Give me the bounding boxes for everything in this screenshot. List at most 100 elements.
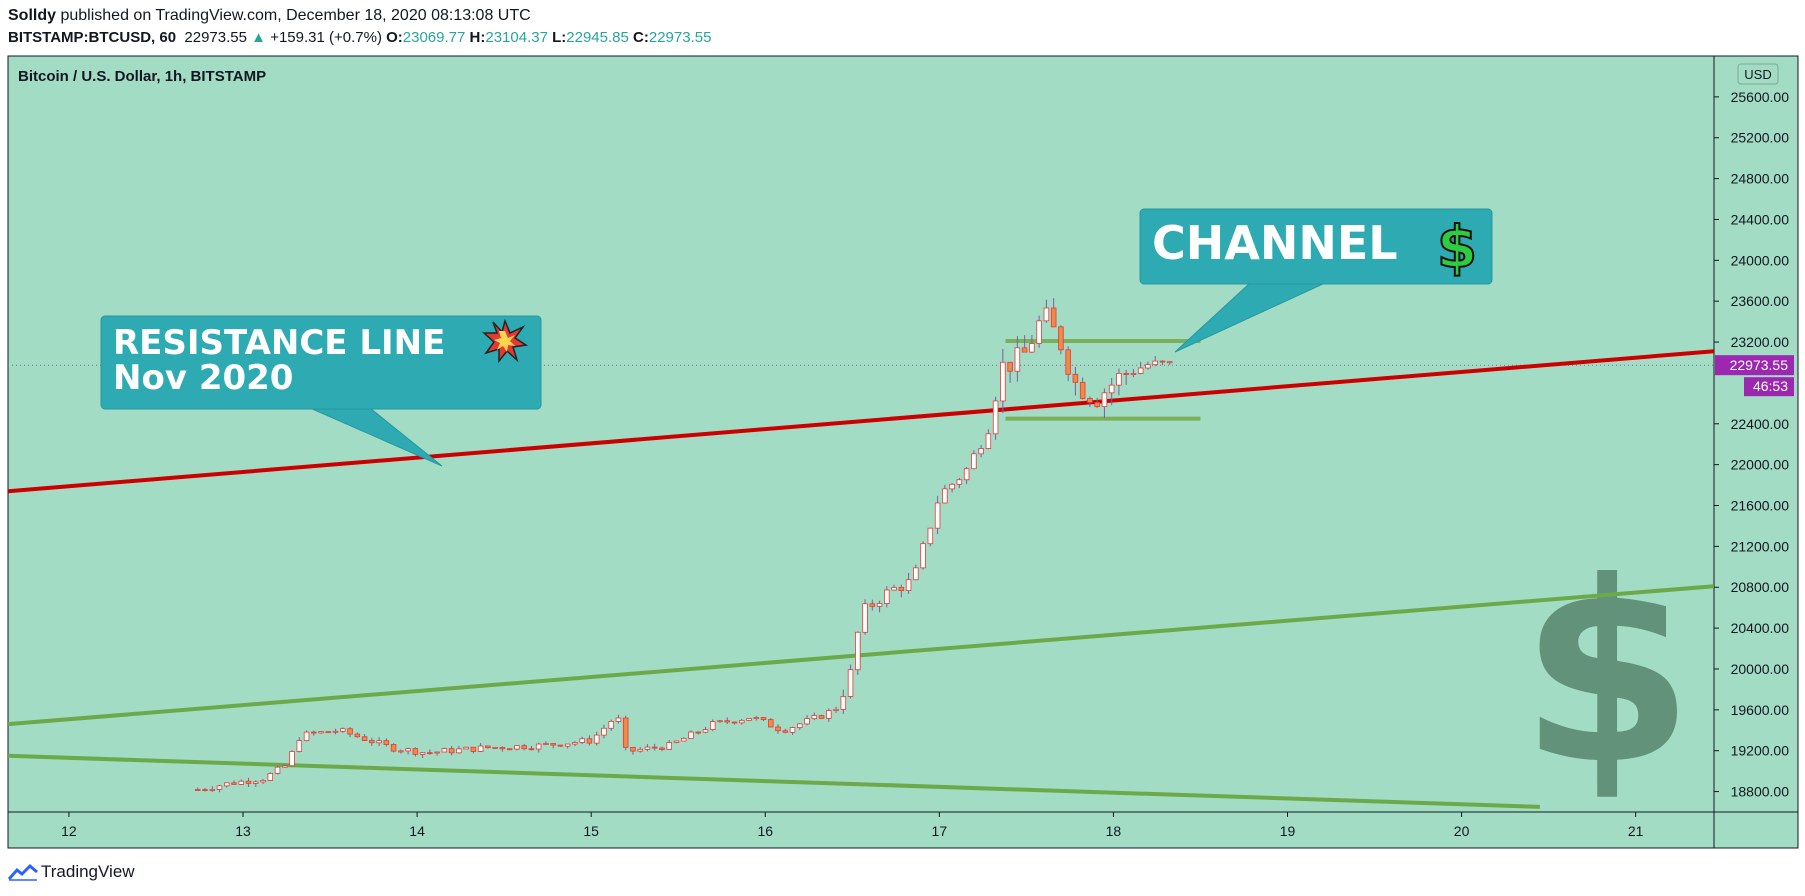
plot-area[interactable] xyxy=(8,56,1714,812)
candle-body-up xyxy=(564,743,571,747)
candle xyxy=(245,777,252,788)
y-tick-label: 20000.00 xyxy=(1731,661,1790,677)
candle-body-down xyxy=(1021,347,1028,353)
candle xyxy=(550,743,556,749)
y-tick-label: 24400.00 xyxy=(1731,211,1790,227)
y-tick-label: 24800.00 xyxy=(1731,171,1790,187)
candle xyxy=(1116,368,1122,396)
candle-body-up xyxy=(884,589,890,604)
candle xyxy=(985,429,992,450)
candle-body-down xyxy=(383,740,390,745)
candle xyxy=(927,527,934,547)
candle-body-up xyxy=(847,669,854,697)
candle xyxy=(847,664,854,699)
candle-body-down xyxy=(1065,349,1071,375)
collision-core xyxy=(494,331,515,352)
candle xyxy=(1166,361,1173,365)
candle xyxy=(376,737,382,746)
author-name[interactable]: Solldy xyxy=(8,7,57,24)
candle-body-up xyxy=(1137,367,1144,374)
candle-body-up xyxy=(274,766,281,774)
candle xyxy=(811,712,818,721)
candle xyxy=(398,749,404,754)
x-tick-label: 18 xyxy=(1106,823,1122,839)
candle xyxy=(666,740,672,751)
trendline-resistance xyxy=(8,349,1714,494)
low-value: 22945.85 xyxy=(566,29,629,46)
candle xyxy=(898,584,905,598)
candle-body-down xyxy=(586,738,593,744)
candle-body-down xyxy=(470,746,477,752)
candle xyxy=(296,737,303,753)
x-tick-label: 17 xyxy=(932,823,948,839)
candle xyxy=(1029,334,1035,353)
candle-body-down xyxy=(412,748,419,755)
candle xyxy=(862,599,868,635)
candle-body-up xyxy=(833,708,839,711)
candle xyxy=(622,715,629,751)
candle-body-up xyxy=(927,527,934,545)
time-axis[interactable] xyxy=(8,812,1798,848)
candle xyxy=(593,731,600,746)
candle-body-up xyxy=(1014,347,1021,372)
candle xyxy=(978,444,984,458)
candle xyxy=(971,450,977,470)
high-label: H: xyxy=(469,29,486,46)
candle-body-up xyxy=(267,773,274,781)
tradingview-logo[interactable]: TradingView xyxy=(7,862,135,882)
candle xyxy=(833,706,839,713)
symbol-name[interactable]: BITSTAMP:BTCUSD, 60 xyxy=(8,29,177,46)
candle xyxy=(695,731,701,735)
candle xyxy=(768,718,774,728)
candle xyxy=(1159,360,1166,366)
candle-body-down xyxy=(1123,373,1129,375)
candle-body-up xyxy=(601,727,607,736)
candle xyxy=(956,477,963,489)
candle-body-up xyxy=(253,781,259,784)
candle xyxy=(572,741,578,747)
candle-body-up xyxy=(398,750,404,753)
candle xyxy=(412,747,419,757)
candle-body-down xyxy=(898,587,905,591)
candle xyxy=(477,742,484,752)
candle-body-up xyxy=(1145,364,1151,369)
candle-body-up xyxy=(318,731,324,734)
candle xyxy=(456,745,462,754)
candle-body-up xyxy=(1166,361,1173,364)
candle-body-up xyxy=(811,715,818,720)
candle-body-down xyxy=(724,720,731,723)
candle xyxy=(441,747,448,753)
candle-body-up xyxy=(593,734,600,744)
candle-body-down xyxy=(325,731,332,734)
candle xyxy=(731,721,738,725)
candle-body-down xyxy=(782,730,789,733)
candle xyxy=(1000,348,1006,414)
candle-body-up xyxy=(992,400,999,435)
candle xyxy=(1123,369,1129,385)
candle-body-up xyxy=(855,631,861,671)
y-tick-label: 18800.00 xyxy=(1731,784,1790,800)
y-tick-label: 19200.00 xyxy=(1731,743,1790,759)
price-axis[interactable] xyxy=(1714,56,1798,812)
candle xyxy=(506,748,513,751)
candle xyxy=(840,689,847,714)
candle xyxy=(383,738,390,747)
candle xyxy=(238,779,245,786)
candle-body-down xyxy=(1094,402,1100,408)
y-tick-label: 21600.00 xyxy=(1731,498,1790,514)
y-tick-label: 23200.00 xyxy=(1731,334,1790,350)
candle-body-down xyxy=(869,603,876,607)
publish-info: Solldy published on TradingView.com, Dec… xyxy=(8,7,531,25)
candle-body-up xyxy=(688,731,694,739)
candle xyxy=(949,483,955,493)
candle-body-up xyxy=(702,729,709,733)
candle xyxy=(209,786,216,792)
candle-body-up xyxy=(738,719,745,724)
tradingview-logo-icon xyxy=(7,863,38,881)
candle-body-down xyxy=(427,752,433,755)
candle-body-down xyxy=(231,782,237,785)
candle-body-down xyxy=(1050,307,1057,328)
symbol-info: BITSTAMP:BTCUSD, 60 22973.55 ▲ +159.31 (… xyxy=(8,29,711,46)
